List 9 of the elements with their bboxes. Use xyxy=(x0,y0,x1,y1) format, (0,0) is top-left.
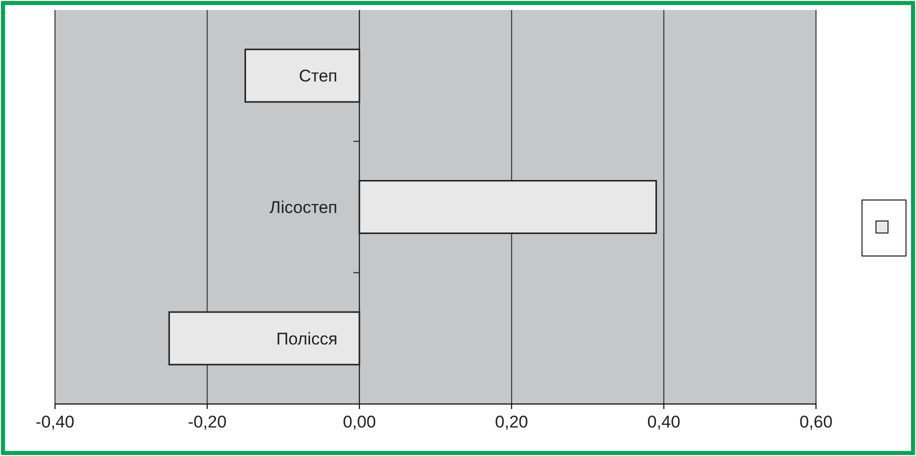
x-tick-label: 0,00 xyxy=(342,412,376,432)
y-tick-label: Полісся xyxy=(276,329,338,348)
x-tick-label: 0,40 xyxy=(647,412,680,432)
y-tick-label: Лісостеп xyxy=(270,198,338,217)
x-tick-label: -0,40 xyxy=(36,412,74,432)
x-tick-label: 0,60 xyxy=(799,412,833,432)
x-tick-label: -0,20 xyxy=(188,412,227,432)
x-tick-label: 0,20 xyxy=(495,412,528,432)
y-tick-label: Степ xyxy=(298,66,338,86)
